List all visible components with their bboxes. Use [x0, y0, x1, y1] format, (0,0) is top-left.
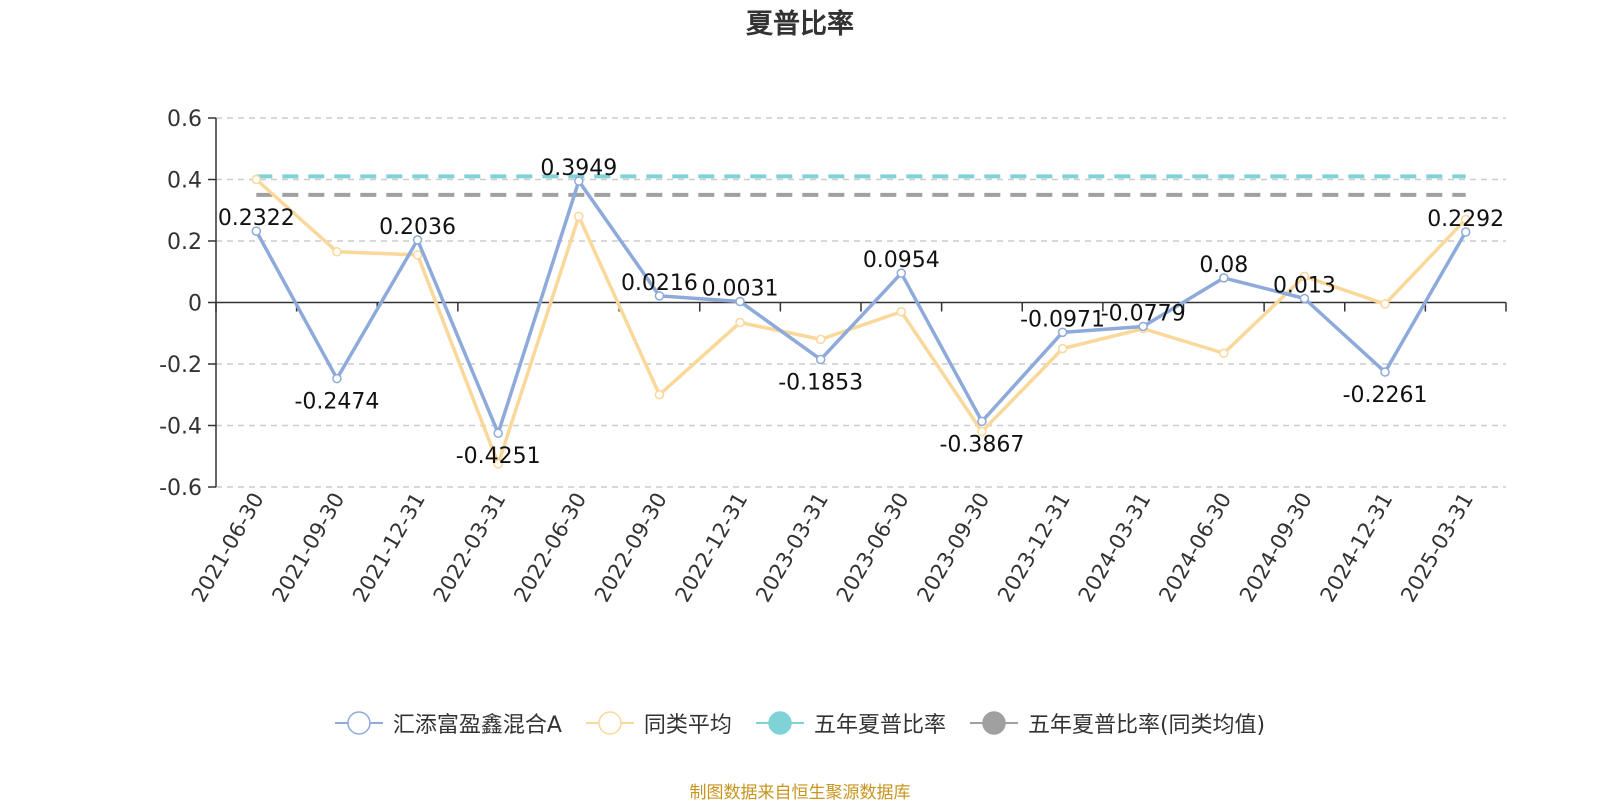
data-point	[735, 317, 745, 328]
x-tick-label: 2022-12-31	[671, 489, 753, 607]
data-point	[332, 247, 342, 257]
data-label: 0.2292	[1427, 207, 1504, 232]
x-tick-label: 2024-09-30	[1235, 489, 1317, 607]
x-tick-label: 2023-06-30	[832, 489, 914, 607]
data-point	[251, 174, 262, 185]
series-line	[254, 179, 1468, 435]
data-point	[1299, 293, 1310, 304]
y-tick-label: -0.4	[159, 415, 202, 440]
data-point	[412, 235, 423, 245]
data-label: -0.2261	[1343, 383, 1428, 408]
y-tick-label: -0.6	[159, 476, 202, 501]
legend-label: 五年夏普比率	[813, 713, 946, 738]
data-point	[493, 428, 503, 438]
data-label: -0.0971	[1020, 307, 1105, 332]
legend-label: 同类平均	[643, 713, 732, 738]
axes: 0.6 0.4 0.2 0 -0.2 -0.4 -0.62021-06-302021-09-…	[159, 107, 1507, 607]
data-point	[1219, 348, 1229, 358]
data-point	[815, 334, 826, 345]
data-label: 0.013	[1273, 274, 1336, 299]
data-point	[251, 226, 262, 236]
legend-item[interactable]: 同类平均	[585, 707, 732, 739]
y-tick-label: 0	[188, 292, 202, 317]
legend-swatch	[969, 711, 1018, 735]
x-tick-label: 2021-09-30	[267, 489, 349, 607]
legend: 汇添富盈鑫混合A 同类平均 五年夏普比率 五年夏普比率(同类均值)	[0, 706, 1600, 740]
y-tick-label: -0.2	[159, 353, 202, 378]
data-label: 0.2322	[218, 206, 295, 231]
data-point	[815, 354, 826, 365]
data-label: -0.1853	[778, 370, 863, 395]
legend-item[interactable]: 五年夏普比率(同类均值)	[969, 707, 1266, 739]
data-point	[1460, 214, 1471, 225]
data-point	[1380, 299, 1390, 309]
legend-item[interactable]: 五年夏普比率	[755, 707, 946, 739]
x-tick-label: 2024-03-31	[1074, 489, 1156, 607]
x-tick-label: 2023-03-31	[751, 489, 833, 607]
series-lines	[251, 174, 1471, 469]
data-point	[654, 390, 665, 400]
legend-swatch-marker	[347, 711, 371, 735]
data-label: 0.08	[1199, 253, 1248, 278]
data-point	[1057, 327, 1068, 338]
x-tick-label: 2023-09-30	[912, 489, 994, 607]
x-tick-label: 2022-03-31	[429, 489, 511, 607]
data-label: 0.2036	[379, 215, 456, 240]
data-point	[412, 250, 423, 260]
data-point	[1380, 367, 1390, 377]
x-tick-label: 2025-03-31	[1396, 489, 1478, 607]
data-point	[896, 268, 907, 278]
data-label: 0.3949	[540, 156, 617, 181]
x-tick-label: 2024-12-31	[1316, 489, 1398, 607]
data-point	[977, 426, 987, 437]
data-point	[977, 416, 987, 427]
chart-title: 夏普比率	[746, 9, 854, 40]
y-tick-label: 0.2	[167, 230, 202, 255]
data-point	[735, 296, 745, 307]
y-tick-label: 0.4	[167, 169, 202, 194]
data-label: 0.0031	[702, 277, 779, 302]
legend-swatch-marker	[982, 711, 1006, 735]
data-point	[1299, 271, 1310, 282]
data-label: -0.2474	[294, 390, 379, 415]
x-tick-label: 2022-09-30	[590, 489, 672, 607]
x-tick-label: 2022-06-30	[509, 489, 591, 607]
data-point	[574, 211, 584, 222]
grid-lines	[216, 117, 1506, 488]
data-point	[493, 459, 503, 469]
data-point	[1138, 321, 1148, 332]
legend-label: 五年夏普比率(同类均值)	[1027, 713, 1266, 738]
legend-label: 汇添富盈鑫混合A	[392, 713, 562, 738]
data-point	[896, 306, 907, 317]
data-point	[1460, 227, 1471, 237]
data-label: -0.4251	[456, 444, 541, 469]
data-point	[574, 176, 584, 186]
legend-swatch	[585, 711, 634, 735]
data-point	[332, 373, 342, 384]
y-tick-label: 0.6	[167, 107, 202, 132]
data-point	[654, 291, 665, 301]
x-tick-label: 2024-06-30	[1154, 489, 1236, 607]
x-tick-label: 2021-06-30	[187, 489, 269, 607]
data-label: -0.3867	[939, 432, 1024, 457]
legend-swatch-marker	[768, 711, 792, 735]
legend-item[interactable]: 汇添富盈鑫混合A	[334, 707, 562, 739]
source-note: 制图数据来自恒生聚源数据库	[689, 783, 911, 803]
data-label: 0.0954	[863, 248, 940, 273]
data-label: 0.0216	[621, 271, 698, 296]
data-point	[1219, 273, 1229, 283]
x-tick-label: 2023-12-31	[993, 489, 1075, 607]
data-point	[1057, 343, 1068, 354]
x-tick-label: 2021-12-31	[348, 489, 430, 607]
series-line	[255, 178, 1467, 466]
legend-swatch	[334, 711, 383, 735]
legend-swatch	[755, 711, 804, 735]
data-label: -0.0779	[1101, 301, 1186, 326]
legend-swatch-marker	[598, 711, 622, 735]
